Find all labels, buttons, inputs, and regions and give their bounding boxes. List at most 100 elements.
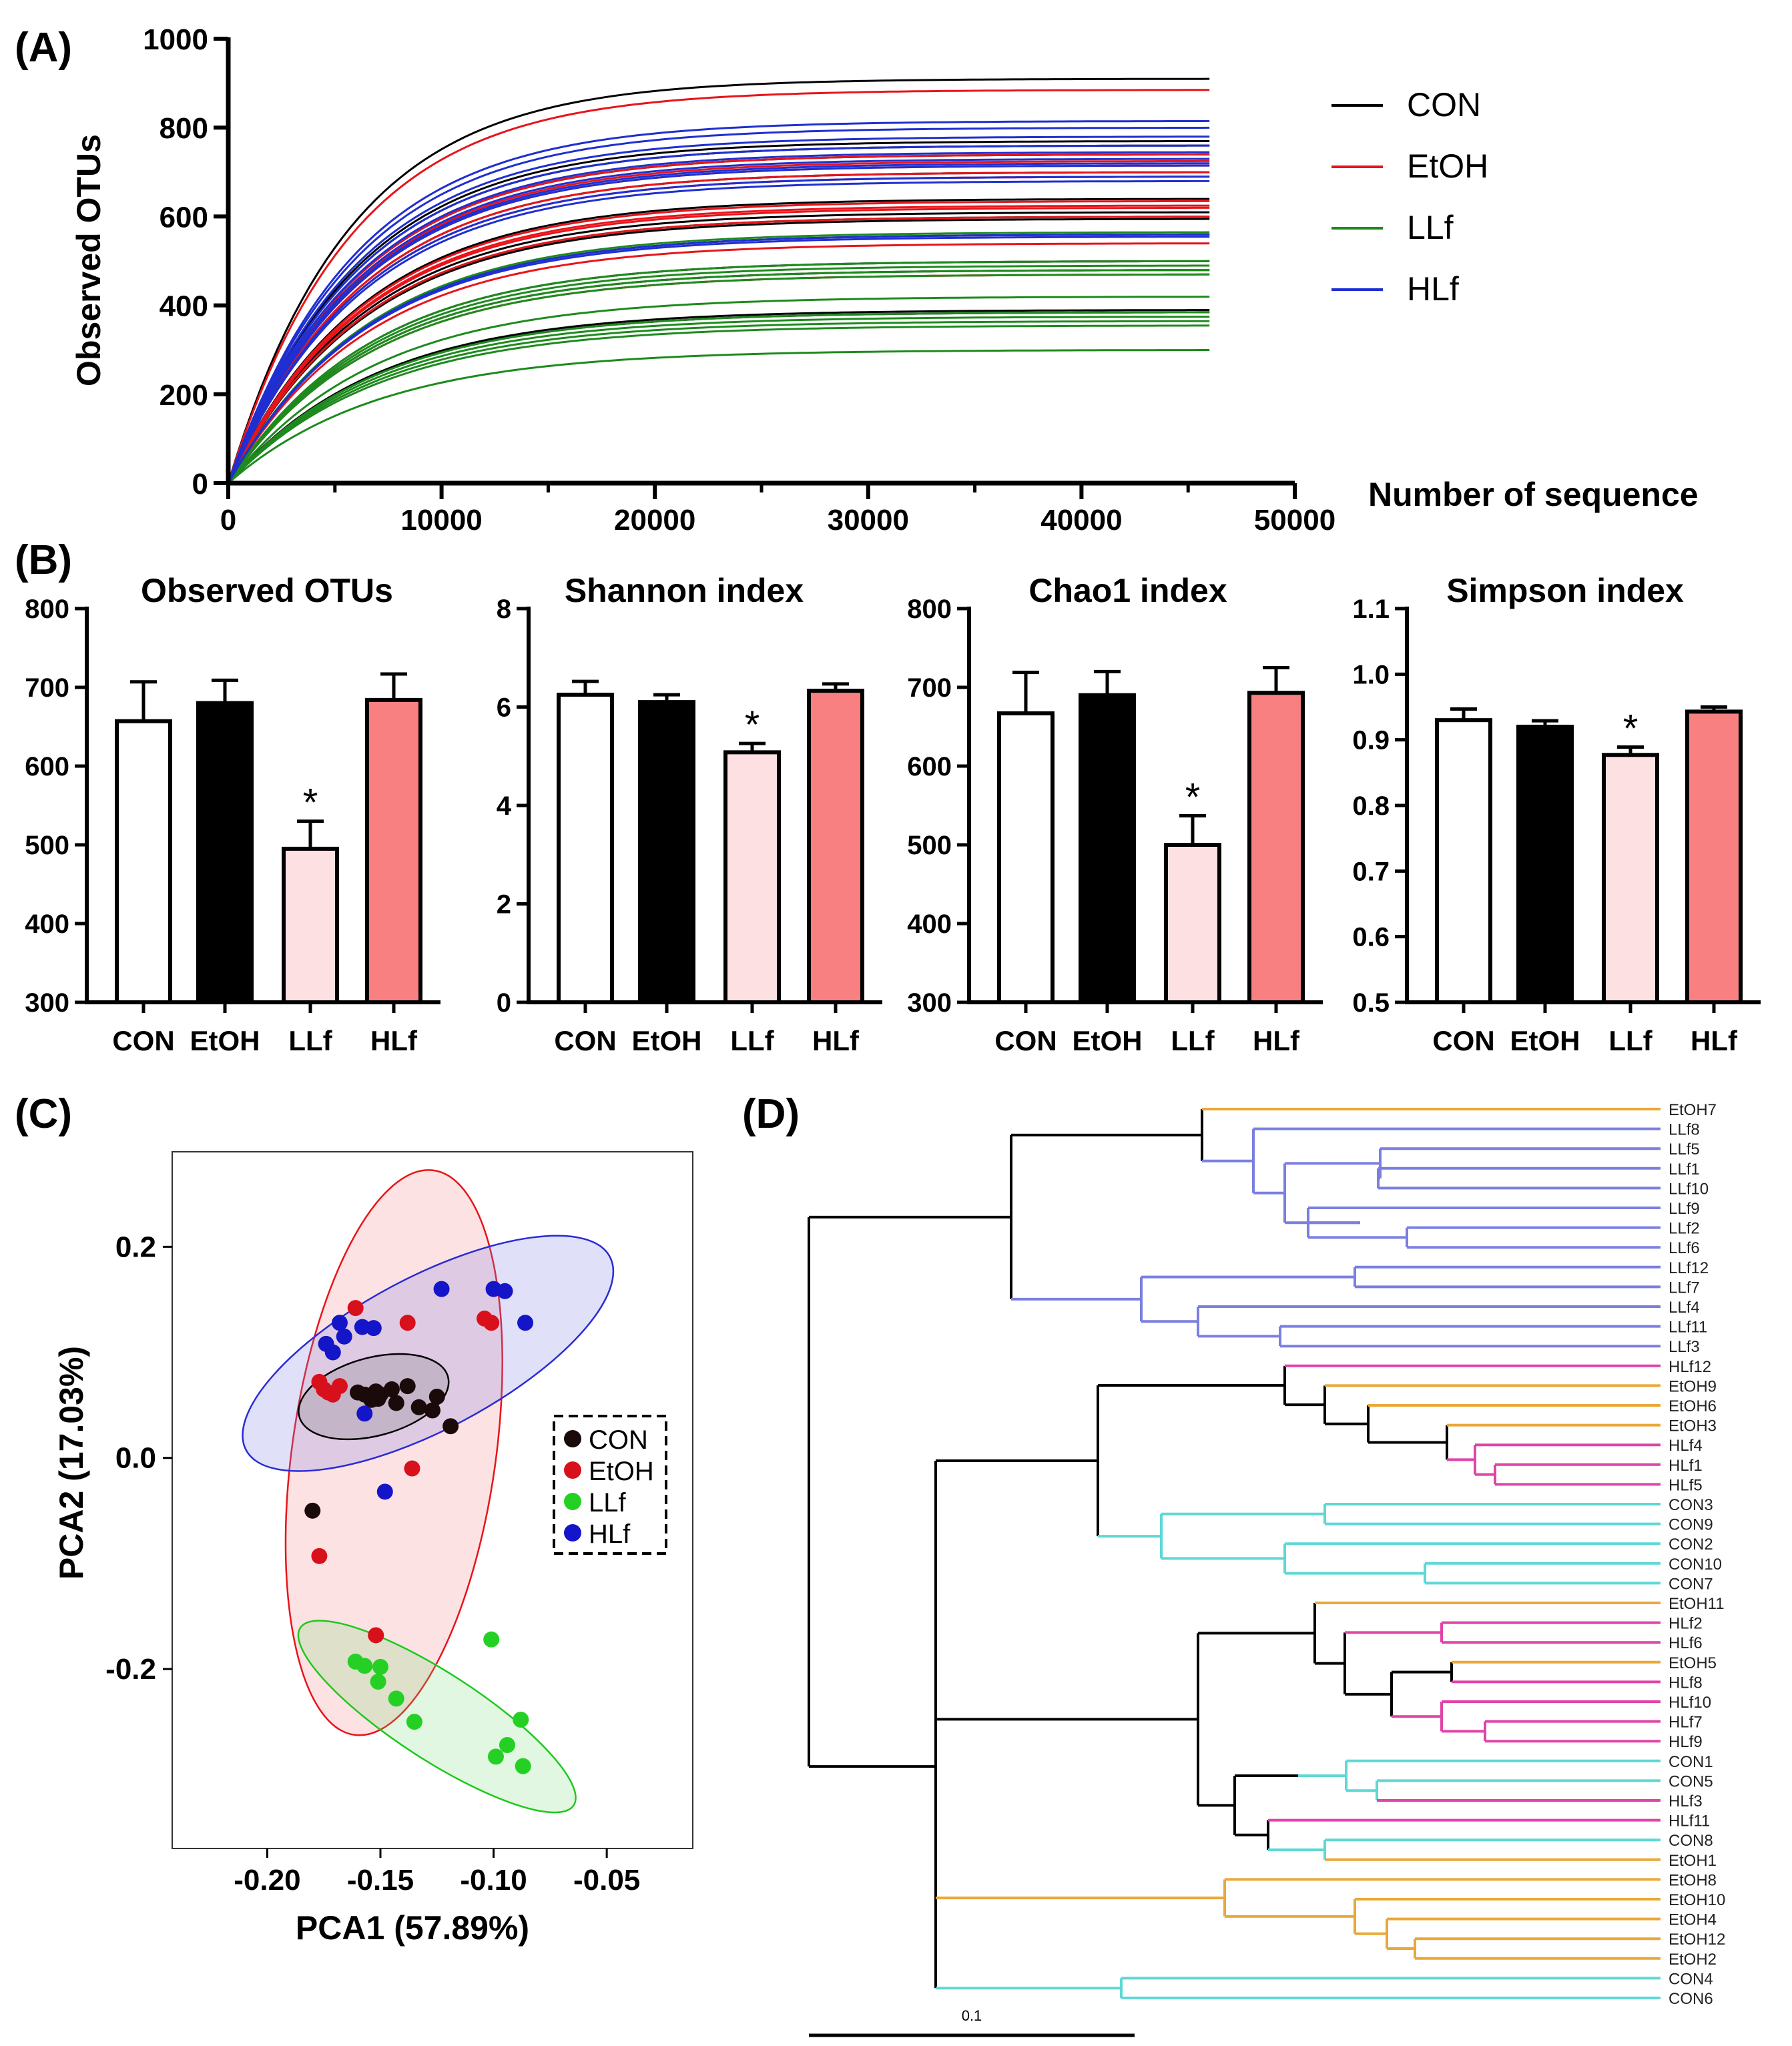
leaf-label: HLf8 [1669, 1674, 1703, 1692]
chart-b2: Shannon index CON EtOH * LLf HLf 0 2 4 6 8 [497, 572, 882, 1056]
curve-CON [227, 311, 1210, 484]
leaf-label: LLf11 [1669, 1319, 1707, 1337]
leaf-label: LLf5 [1669, 1140, 1700, 1158]
leaf-label: HLf12 [1669, 1358, 1711, 1376]
category-label-CON: CON [112, 1025, 174, 1056]
leaf-label: LLf4 [1669, 1299, 1700, 1317]
leaf-label: HLf2 [1669, 1615, 1703, 1633]
category-label-EtOH: EtOH [1073, 1025, 1143, 1056]
curve-LLf [227, 260, 1210, 484]
y-tick-label: 800 [25, 595, 69, 624]
curve-HLf [227, 164, 1210, 484]
curve-LLf [227, 231, 1210, 484]
leaf-label: HLf4 [1669, 1437, 1703, 1455]
curve-HLf [227, 135, 1210, 484]
leaf-label: CON7 [1669, 1575, 1713, 1593]
bar-CON [997, 711, 1055, 1004]
y-tick-label: 0 [497, 988, 511, 1018]
y-tick-label: 300 [907, 988, 952, 1018]
point-EtOH [368, 1627, 384, 1644]
legend-label-LLf: LLf [589, 1488, 626, 1517]
point-CON [428, 1388, 445, 1405]
significance-marker: * [1623, 707, 1638, 750]
point-LLf [513, 1712, 529, 1728]
leaf-label: CON1 [1669, 1753, 1713, 1771]
curve-EtOH [227, 176, 1210, 484]
curve-LLf [227, 296, 1210, 484]
curve-HLf [227, 236, 1210, 484]
curve-LLf [227, 320, 1210, 484]
chart-b3: Chao1 index CON EtOH * LLf HLf 300 400 500 600 700… [907, 572, 1323, 1056]
point-HLf [324, 1344, 341, 1361]
legend-label-CON: CON [1407, 86, 1481, 123]
category-label-HLf: HLf [370, 1025, 418, 1056]
point-LLf [487, 1748, 504, 1765]
chart-b4: Simpson index CON EtOH * LLf HLf 0.5 0.6 0.7 0.8 0… [1352, 572, 1761, 1056]
leaf-label: LLf12 [1669, 1259, 1709, 1277]
curve-CON [227, 211, 1210, 484]
legend-label-HLf: HLf [589, 1519, 631, 1549]
legend-label-LLf: LLf [1407, 209, 1454, 246]
leaf-label: LLf8 [1669, 1121, 1700, 1139]
leaf-label: EtOH11 [1669, 1595, 1725, 1613]
ellipse-HLf [242, 1235, 615, 1472]
leaf-label: LLf7 [1669, 1279, 1700, 1297]
curve-EtOH [227, 204, 1210, 484]
category-label-EtOH: EtOH [1510, 1025, 1580, 1056]
y-tick-label: 4 [497, 791, 512, 821]
category-label-CON: CON [1432, 1025, 1494, 1056]
legend: CON EtOH LLf HLf [1331, 86, 1488, 308]
x-tick-label: 50000 [1254, 504, 1335, 537]
leaf-label: LLf1 [1669, 1160, 1700, 1178]
point-LLf [356, 1658, 373, 1674]
y-tick-label: 400 [907, 910, 952, 939]
curve-LLf [228, 349, 1210, 484]
bar-HLf [365, 697, 422, 1004]
y-tick-label: 800 [907, 595, 952, 624]
x-tick-label: 30000 [828, 504, 909, 537]
curve-LLf [227, 324, 1210, 484]
y-tick-label: 0.7 [1352, 857, 1390, 886]
panel-label-b: (B) [15, 537, 72, 583]
point-CON [372, 1386, 388, 1403]
point-HLf [433, 1281, 450, 1297]
curve-EtOH [227, 206, 1210, 484]
legend-label-EtOH: EtOH [1407, 147, 1488, 185]
legend-label-EtOH: EtOH [589, 1457, 654, 1486]
y-tick-label: 0.8 [1352, 791, 1390, 821]
category-label-LLf: LLf [1171, 1025, 1215, 1056]
y-tick-label: 0.0 [115, 1442, 156, 1475]
leaf-label: LLf3 [1669, 1338, 1700, 1356]
panel-label-c: (C) [15, 1091, 72, 1137]
y-tick-label: 800 [160, 112, 208, 145]
y-tick-label: 6 [497, 693, 511, 723]
leaf-label: HLf1 [1669, 1457, 1703, 1475]
curve-LLf [227, 311, 1210, 484]
curve-LLf [227, 269, 1210, 484]
point-LLf [483, 1631, 500, 1648]
y-axis-title: PCA2 (17.03%) [53, 1346, 90, 1580]
curve-CON [227, 198, 1210, 484]
leaf-label: EtOH4 [1669, 1911, 1717, 1929]
y-tick-label: 1000 [143, 23, 208, 56]
point-LLf [370, 1674, 386, 1690]
y-tick-label: 0.2 [115, 1231, 156, 1263]
y-tick-label: 600 [25, 752, 69, 781]
bar-EtOH [1516, 725, 1574, 1004]
leaf-label: LLf10 [1669, 1180, 1709, 1198]
x-tick-label: -0.20 [234, 1864, 300, 1897]
leaf-label: LLf9 [1669, 1200, 1700, 1218]
point-EtOH [483, 1315, 500, 1331]
point-HLf [336, 1328, 352, 1345]
leaf-label: EtOH2 [1669, 1951, 1717, 1969]
x-tick-label: -0.05 [573, 1864, 640, 1897]
leaf-label: CON9 [1669, 1516, 1713, 1534]
category-label-HLf: HLf [1253, 1025, 1300, 1056]
curve-EtOH [227, 159, 1210, 484]
x-axis-title: PCA1 (57.89%) [296, 1909, 529, 1947]
curve-HLf [227, 162, 1210, 484]
leaf-label: HLf11 [1669, 1812, 1710, 1830]
legend-marker-CON [564, 1430, 581, 1447]
category-label-HLf: HLf [812, 1025, 860, 1056]
